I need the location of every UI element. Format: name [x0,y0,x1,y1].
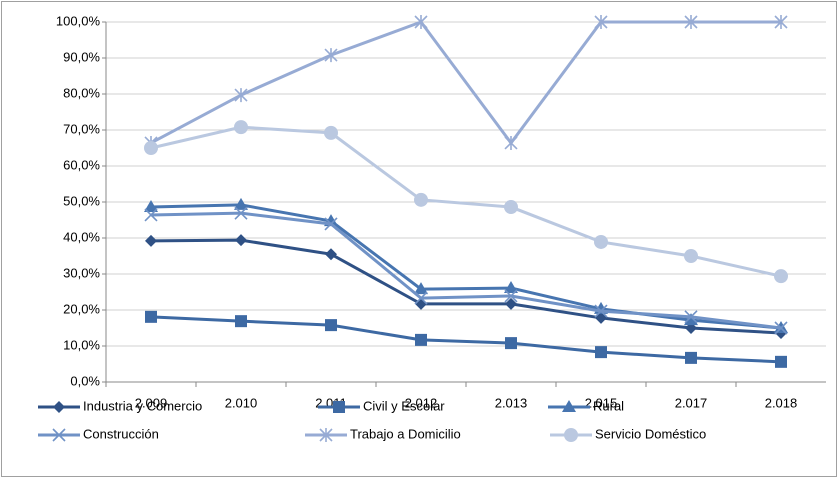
marker [594,15,608,29]
marker [774,15,788,29]
marker [504,289,518,303]
marker [234,120,248,135]
y-tick-label: 60,0% [63,157,100,172]
marker [505,297,517,310]
marker [333,401,345,413]
marker [594,304,608,318]
marker [324,125,338,140]
marker [684,15,698,29]
marker [325,248,337,261]
marker [145,234,157,247]
marker [234,88,248,103]
series-line [150,125,782,278]
marker [505,337,517,350]
marker [324,48,338,63]
series-line [150,20,781,146]
marker [774,321,788,335]
y-tick-label: 40,0% [63,229,100,244]
legend-label: Industria y Comercio [83,398,202,413]
y-tick-label: 80,0% [63,85,100,100]
marker [235,315,247,328]
legend-label: Servicio Doméstico [595,426,706,441]
marker [595,346,607,359]
marker [144,141,158,155]
marker [564,428,578,442]
marker [414,15,428,29]
marker [594,234,608,249]
y-tick-label: 10,0% [63,337,100,352]
marker [145,310,157,323]
x-tick-label: 2.012 [405,395,438,410]
x-tick-label: 2.013 [495,395,528,410]
marker [325,319,337,332]
legend-label: Rural [593,398,624,413]
marker [414,282,428,295]
legend-label: Construcción [83,426,159,441]
marker [774,269,788,284]
y-tick-label: 20,0% [63,301,100,316]
marker [52,428,66,442]
y-tick-label: 50,0% [63,193,100,208]
legend-label: Civil y Escolar [363,398,445,413]
marker [414,192,428,207]
x-tick-label: 2.018 [765,395,798,410]
marker [414,291,428,305]
marker [684,249,698,263]
y-tick-label: 0,0% [70,373,100,388]
marker [775,355,787,368]
marker [504,135,518,150]
series-line [150,315,782,364]
y-tick-label: 70,0% [63,121,100,136]
y-tick-label: 30,0% [63,265,100,280]
x-tick-label: 2.017 [675,395,708,410]
series-line [150,238,782,335]
marker [144,208,158,222]
marker [685,351,697,364]
marker [234,197,248,210]
marker [234,206,248,220]
marker [53,401,65,413]
legend-label: Trabajo a Domicilio [350,426,461,441]
marker [504,281,518,294]
marker [684,313,698,326]
series-line [150,203,782,330]
x-tick-label: 2.009 [135,395,168,410]
x-tick-label: 2.010 [225,395,258,410]
marker [684,310,698,324]
marker [504,200,518,215]
y-tick-label: 100,0% [56,13,101,28]
series-line [150,211,782,330]
y-tick-label: 90,0% [63,49,100,64]
marker [319,428,333,442]
marker [235,234,247,247]
marker [562,400,576,412]
x-tick-label: 2.015 [585,395,618,410]
marker [324,217,338,231]
marker [415,333,427,346]
marker [144,200,158,213]
